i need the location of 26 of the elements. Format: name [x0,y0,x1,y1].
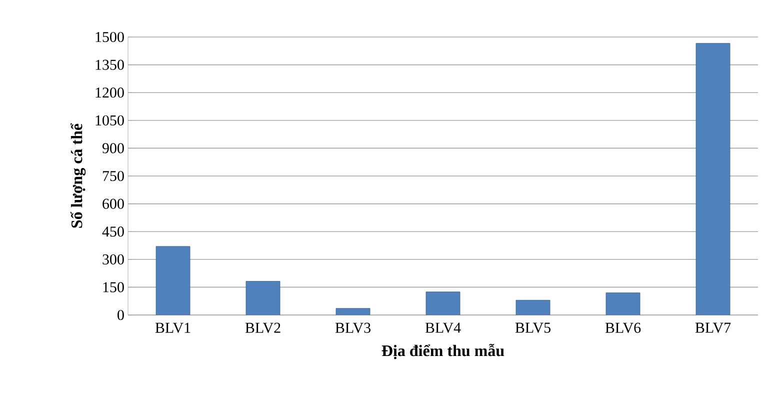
bar [246,281,280,315]
y-tick-label: 1350 [96,60,124,70]
x-tick-label: BLV6 [605,322,641,333]
y-tick-label: 0 [118,310,124,320]
x-tick-label: BLV4 [425,322,461,333]
y-tick-label: 1050 [96,115,124,126]
bar [606,292,640,315]
y-tick-label: 150 [103,282,124,292]
x-tick-label: BLV5 [515,322,550,333]
x-axis-title: Địa điểm thu mẫu [382,344,504,360]
y-tick-label: 900 [102,143,124,154]
y-tick-label: 750 [102,170,124,182]
x-tick-label: BLV7 [695,322,731,333]
bar [156,246,190,315]
y-tick-label: 600 [102,198,124,209]
bar [516,300,550,315]
bar [426,292,460,315]
y-tick-label: 1500 [96,32,124,42]
y-tick-label: 450 [102,226,124,237]
y-axis-title: Số lượng cá thể [70,123,86,228]
y-tick-label: 300 [102,254,124,264]
x-tick-label: BLV2 [245,322,280,333]
x-tick-label: BLV1 [155,322,190,333]
y-tick-label: 1200 [96,88,124,98]
x-tick-label: BLV3 [335,322,370,333]
bar [696,43,730,315]
